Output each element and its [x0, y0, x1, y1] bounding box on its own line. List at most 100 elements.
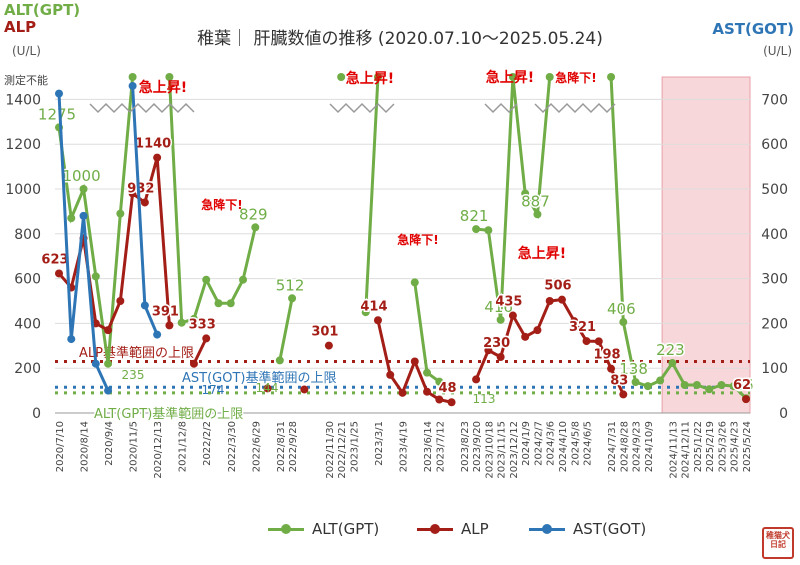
- data-point: [300, 385, 309, 394]
- legend-label-ast: AST(GOT): [573, 520, 647, 538]
- data-point: [55, 89, 63, 98]
- axis-break-mark: [329, 102, 395, 114]
- data-point: [251, 223, 260, 232]
- data-label: 416: [484, 298, 513, 316]
- data-point: [91, 272, 100, 281]
- data-point: [680, 381, 689, 389]
- data-point: [619, 390, 628, 399]
- annotation-label: 急降下!: [555, 70, 596, 85]
- data-point: [533, 210, 542, 219]
- data-point: [668, 359, 677, 368]
- axis-break-mark: [89, 102, 195, 114]
- series-line-0: [413, 282, 453, 390]
- shaded-region: [661, 76, 751, 414]
- data-point: [582, 337, 591, 346]
- data-point: [484, 346, 493, 355]
- data-label: 887: [521, 192, 550, 210]
- x-tick-label: 2024/2/7: [533, 421, 544, 466]
- data-label: 623: [41, 252, 68, 267]
- data-point: [545, 73, 554, 81]
- data-point: [165, 321, 174, 330]
- x-tick-label: 2024/3/6: [546, 421, 557, 466]
- data-label: 1140: [135, 137, 171, 152]
- data-point: [496, 353, 505, 361]
- data-point: [447, 383, 456, 392]
- data-label: 230: [483, 336, 510, 351]
- data-point: [533, 326, 542, 335]
- data-point: [643, 382, 652, 391]
- legend: ALT(GPT) ALP AST(GOT): [0, 520, 800, 544]
- data-point: [214, 299, 223, 308]
- x-tick-label: 2022/8/31: [276, 421, 287, 472]
- data-label: 198: [593, 348, 620, 363]
- data-point: [729, 382, 738, 391]
- data-point: [239, 275, 248, 284]
- data-point: [202, 275, 211, 284]
- data-label: 1275: [38, 105, 76, 123]
- y-left-tick: 600: [14, 272, 41, 288]
- data-label: 66: [734, 376, 753, 394]
- data-point: [423, 368, 432, 377]
- data-point: [472, 225, 481, 234]
- data-point: [128, 73, 137, 81]
- data-point: [398, 388, 407, 397]
- x-tick-label: 2023/1/25: [349, 421, 360, 472]
- legend-swatch-ast: [529, 523, 565, 534]
- annotation-label: 急上昇!: [486, 69, 534, 86]
- data-point: [79, 211, 88, 220]
- data-point: [189, 359, 198, 368]
- chart-title: 稚葉｜ 肝臓数値の推移 (2020.07.10～2025.05.24): [197, 29, 603, 49]
- data-point: [140, 301, 149, 310]
- x-tick-label: 2022/2/2: [202, 421, 213, 466]
- y-left-tick: 400: [14, 316, 41, 332]
- axis-break-mark: [534, 102, 616, 114]
- data-label: 333: [189, 317, 216, 332]
- data-label: 223: [656, 341, 685, 359]
- x-tick-label: 2024/11/13: [668, 421, 679, 479]
- left-axis-unit: (U/L): [12, 44, 41, 58]
- x-tick-label: 2022/6/29: [251, 421, 262, 472]
- series-line-1: [192, 337, 208, 365]
- data-point: [656, 376, 665, 385]
- x-tick-label: 2021/12/8: [178, 421, 189, 472]
- data-point: [165, 73, 174, 81]
- y-left-tick: 200: [14, 361, 41, 377]
- y-right-tick: 700: [761, 92, 788, 108]
- y-right-tick: 300: [761, 272, 788, 288]
- data-point: [373, 73, 382, 81]
- y-left-tick: 0: [32, 406, 41, 422]
- data-point: [104, 386, 113, 395]
- data-point: [67, 335, 76, 344]
- data-label: 301: [311, 325, 338, 340]
- data-point: [361, 308, 370, 317]
- data-point: [128, 189, 137, 198]
- x-tick-label: 2024/7/31: [607, 421, 618, 472]
- right-axis-title: AST(GOT): [712, 20, 794, 38]
- data-point: [545, 297, 554, 305]
- x-tick-label: 2024/8/28: [619, 421, 630, 472]
- data-point: [386, 370, 395, 379]
- y-right-tick: 200: [761, 316, 788, 332]
- x-tick-label: 2024/10/9: [644, 421, 655, 472]
- data-point: [607, 73, 616, 81]
- data-point: [557, 295, 566, 304]
- data-point: [55, 269, 63, 278]
- left-axis-title-alt: ALT(GPT): [4, 1, 81, 19]
- data-point: [288, 294, 297, 303]
- x-tick-label: 2023/7/12: [435, 421, 446, 472]
- data-point: [484, 226, 493, 235]
- x-tick-label: 2023/6/14: [423, 421, 434, 472]
- data-point: [104, 359, 113, 368]
- x-tick-label: 2024/5/8: [570, 421, 581, 466]
- data-point: [202, 334, 211, 343]
- data-label: 83: [610, 373, 628, 388]
- x-tick-label: 2020/12/13: [153, 421, 164, 479]
- data-point: [116, 297, 125, 305]
- x-tick-label: 2020/9/4: [104, 421, 115, 466]
- data-point: [435, 395, 444, 404]
- x-tick-label: 2025/3/26: [717, 421, 728, 472]
- x-tick-label: 2022/9/28: [288, 421, 299, 472]
- axis-break-mark: [484, 102, 518, 114]
- extra-label: 174: [202, 383, 225, 397]
- data-point: [508, 311, 517, 320]
